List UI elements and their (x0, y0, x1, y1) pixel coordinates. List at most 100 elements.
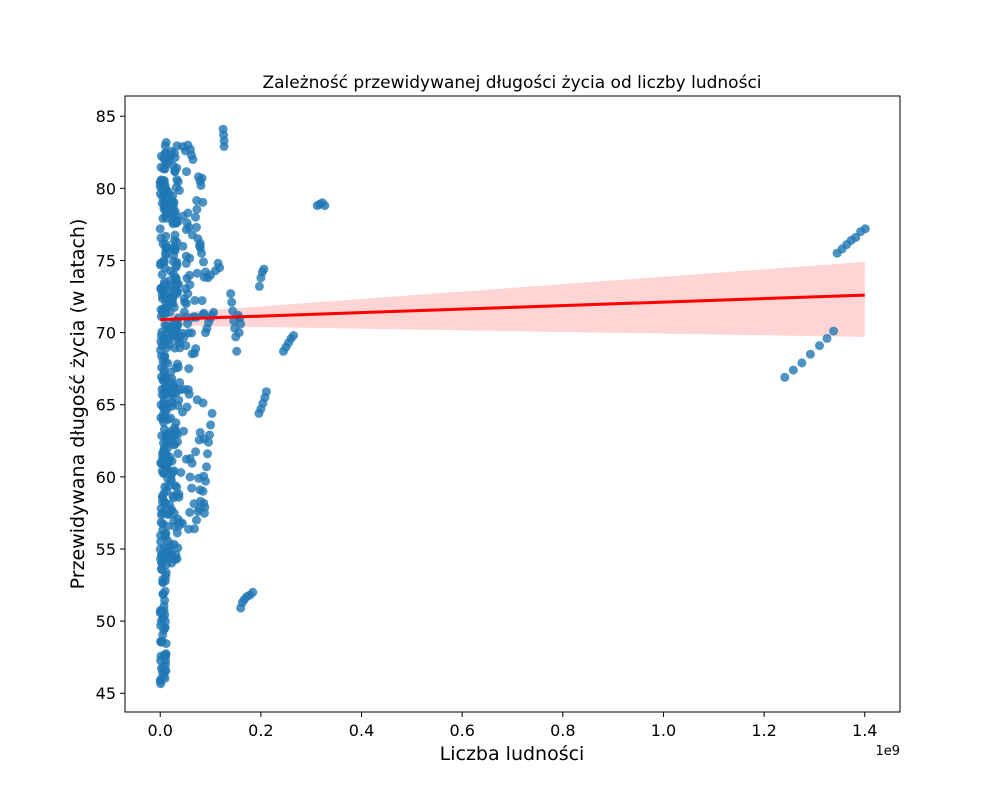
data-point (182, 402, 192, 412)
data-point (797, 358, 807, 368)
data-point (175, 378, 185, 387)
y-tick-label: 60 (96, 468, 116, 487)
y-tick-label: 75 (96, 251, 116, 270)
data-point (168, 293, 178, 303)
data-point (227, 297, 237, 307)
data-point (162, 328, 172, 338)
data-point (184, 389, 194, 399)
data-point (160, 351, 169, 361)
data-point (184, 364, 194, 374)
plot-frame (124, 95, 901, 713)
data-point (196, 496, 205, 506)
data-point (157, 307, 167, 317)
data-point (248, 587, 258, 597)
data-point (160, 623, 170, 632)
data-point (174, 492, 184, 502)
data-point (163, 521, 173, 531)
data-point (169, 440, 179, 450)
data-point (169, 302, 179, 312)
data-point (174, 185, 184, 195)
y-tick-label: 50 (96, 612, 116, 631)
x-tick-label: 0.2 (248, 721, 273, 740)
data-point (187, 483, 197, 493)
data-point (187, 458, 197, 468)
data-point (157, 198, 167, 208)
x-tick-label: 0.6 (449, 721, 474, 740)
data-point (178, 241, 188, 251)
data-point (226, 289, 236, 299)
data-point (191, 447, 201, 457)
data-point (234, 328, 244, 338)
x-axis-ticks: 0.0 0.2 0.4 0.6 0.8 1.0 1.2 1.4 (148, 712, 877, 740)
data-point (192, 515, 201, 525)
data-point (166, 266, 175, 276)
data-point (198, 197, 208, 207)
data-point (183, 289, 193, 299)
data-point (155, 224, 165, 234)
data-point (201, 476, 210, 486)
data-point (157, 363, 167, 373)
data-point (158, 556, 168, 566)
data-point (160, 595, 170, 605)
data-point (162, 243, 172, 253)
x-tick-label: 1.4 (852, 721, 877, 740)
data-point (236, 319, 246, 329)
data-point (161, 466, 171, 476)
data-point (197, 173, 207, 183)
data-point (163, 358, 173, 368)
chart-title: Zależność przewidywanej długości życia o… (262, 73, 761, 93)
data-point (195, 241, 204, 251)
data-point (815, 341, 824, 351)
data-point (162, 343, 172, 353)
data-point (192, 204, 202, 214)
data-point (156, 537, 166, 547)
data-point (160, 673, 170, 683)
data-point (215, 263, 225, 273)
data-point (206, 420, 216, 430)
data-point (161, 529, 171, 538)
data-point (219, 142, 229, 151)
points-layer (155, 124, 870, 689)
data-point (173, 279, 183, 289)
data-point (156, 283, 166, 293)
data-point (187, 349, 197, 359)
data-point (156, 162, 166, 172)
data-point (198, 486, 208, 496)
data-point (187, 328, 197, 338)
data-point (289, 331, 299, 340)
data-point (163, 509, 173, 519)
data-point (179, 333, 189, 342)
y-axis-ticks: 45 50 55 60 65 70 75 80 85 (96, 107, 125, 703)
data-point (157, 177, 167, 187)
data-point (173, 320, 183, 329)
data-point (192, 268, 202, 278)
data-point (190, 296, 200, 305)
data-point (156, 663, 166, 673)
data-point (822, 333, 832, 343)
data-point (195, 428, 205, 437)
data-point (780, 372, 790, 382)
data-point (254, 281, 264, 291)
data-point (185, 270, 195, 280)
data-point (320, 201, 330, 211)
data-point (261, 387, 271, 397)
x-tick-label: 0.0 (148, 721, 173, 740)
regression-line-layer (160, 293, 865, 322)
data-point (158, 613, 168, 623)
data-point (192, 222, 201, 232)
data-point (173, 216, 183, 226)
data-point (162, 373, 172, 383)
data-point (176, 468, 186, 477)
data-point (182, 167, 191, 177)
data-point (171, 418, 181, 428)
data-point (173, 177, 183, 187)
data-point (170, 245, 180, 255)
data-point (204, 437, 213, 447)
confidence-band (160, 261, 865, 337)
data-point (184, 222, 194, 232)
data-point (170, 230, 180, 240)
data-point (197, 248, 206, 258)
data-point (165, 281, 174, 290)
data-point (161, 231, 171, 241)
data-point (185, 253, 195, 263)
